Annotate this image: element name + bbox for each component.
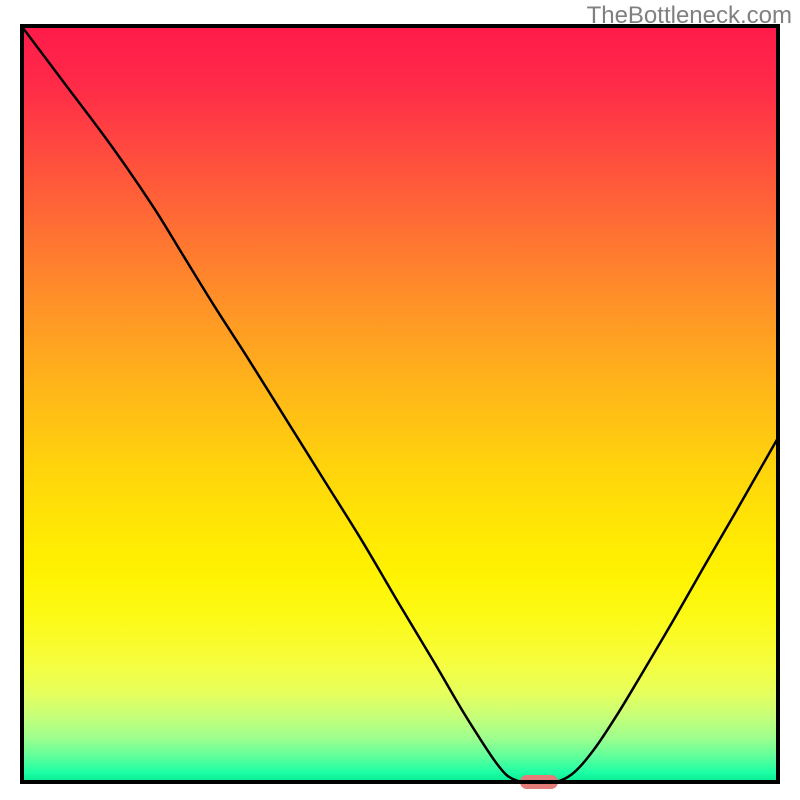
optimal-marker [520, 775, 558, 789]
bottleneck-curve [20, 24, 780, 784]
watermark-text: TheBottleneck.com [587, 2, 792, 30]
chart-container: TheBottleneck.com [0, 0, 800, 800]
plot-area [20, 24, 780, 784]
